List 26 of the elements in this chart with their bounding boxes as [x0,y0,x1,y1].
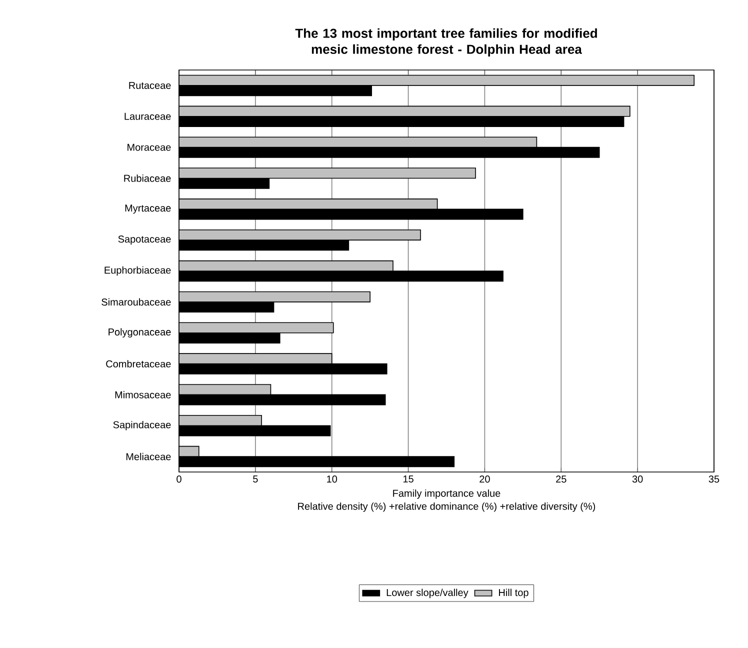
x-tick-label: 35 [708,476,720,483]
y-tick-label: Mimosaceae [115,391,171,398]
x-tick-label: 5 [253,476,258,482]
x-tick-label: 15 [403,476,414,482]
legend-label: Hill top [499,588,528,598]
y-tick-label: Sapindaceae [113,420,171,430]
y-tick-label: Moraceae [128,144,171,151]
x-tick-label: 30 [632,476,643,483]
y-tick-label: Rubiaceae [124,174,171,182]
y-tick-label: Polygonaceae [108,328,171,338]
y-tick-label: Sapotaceae [118,236,171,245]
y-tick-label: Meliaceae [126,452,171,460]
y-tick-label: Myrtaceae [125,204,171,214]
y-tick-label: Euphorbiaceae [104,266,171,276]
x-tick-label: 0 [176,476,182,483]
y-tick-label: Simaroubaceae [102,298,171,306]
y-tick-label: Combretaceae [106,360,171,368]
x-axis-title: Family importance value [393,489,500,499]
x-tick-label: 25 [556,476,566,483]
legend-label: Lower slope/valley [386,588,468,598]
x-tick-label: 10 [327,476,338,483]
chart-title: The 13 most important tree families for modified mesic limestone forest - Dolphin Head area [295,28,597,56]
text: Relative density (%) +relative dominance (%) +relative diversity (%) [298,502,596,512]
x-tick-label: 20 [480,476,490,483]
y-tick-label: Lauraceae [124,112,171,120]
y-tick-label: Rutaceae [129,82,171,89]
